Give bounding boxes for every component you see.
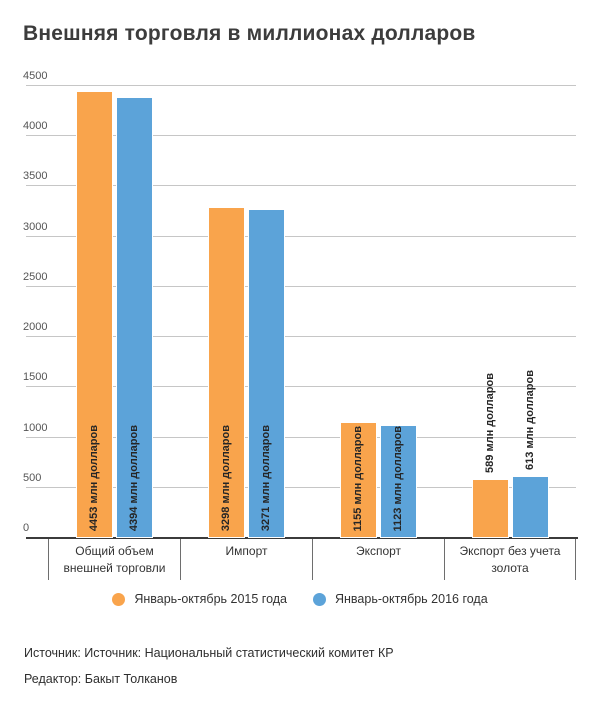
source-text: Источник: Источник: Национальный статист…	[24, 646, 394, 660]
bar-series2-cat3[interactable]	[379, 425, 417, 538]
legend-marker-2015-icon	[112, 592, 126, 606]
y-gridline	[26, 85, 576, 86]
bar-value-label: 1155 млн долларов	[352, 425, 364, 531]
bar-value-label: 3271 млн долларов	[260, 424, 272, 531]
x-category-label: Импорт	[180, 539, 312, 580]
bar-series1-cat3[interactable]	[339, 421, 377, 538]
y-gridline	[26, 235, 576, 237]
legend-label-2016: Январь-октябрь 2016 года	[335, 592, 488, 606]
y-tick-label: 2000	[23, 321, 48, 334]
y-gridline	[26, 486, 576, 488]
bar-series2-cat2[interactable]	[247, 209, 285, 538]
bar-series1-cat1[interactable]	[75, 90, 113, 538]
bar-series2-cat1[interactable]	[115, 96, 153, 538]
y-gridline	[26, 285, 576, 287]
bar-series1-cat4[interactable]	[471, 478, 509, 538]
y-tick-label: 3500	[23, 170, 48, 183]
y-tick-label: 4000	[23, 120, 48, 133]
y-tick-label: 500	[23, 471, 42, 484]
bar-value-label: 589 млн долларов	[484, 372, 496, 473]
bar-series2-cat4[interactable]	[511, 476, 549, 538]
bar-value-label: 3298 млн долларов	[220, 424, 232, 531]
legend-label-2015: Январь-октябрь 2015 года	[134, 592, 287, 606]
legend-marker-2016-icon	[313, 592, 326, 606]
bar-series1-cat2[interactable]	[207, 206, 245, 538]
legend: Январь-октябрь 2015 года Январь-октябрь …	[0, 592, 600, 606]
legend-item-2016[interactable]: Январь-октябрь 2016 года	[313, 592, 488, 606]
y-tick-label: 1500	[23, 371, 48, 384]
legend-item-2015[interactable]: Январь-октябрь 2015 года	[112, 592, 287, 606]
x-category-label: Экспорт без учета золота	[444, 539, 576, 580]
x-category-label: Общий объем внешней торговли	[48, 539, 180, 580]
y-gridline	[26, 185, 576, 187]
y-tick-label: 3000	[23, 220, 48, 233]
bar-value-label: 1123 млн долларов	[392, 425, 404, 531]
y-tick-label: 4500	[23, 70, 48, 82]
bar-value-label: 4453 млн долларов	[88, 424, 100, 531]
y-gridline	[26, 386, 576, 388]
x-axis-line	[26, 537, 578, 539]
chart-title: Внешняя торговля в миллионах долларов	[23, 22, 476, 45]
y-tick-label: 2500	[23, 270, 48, 283]
y-tick-label: 0	[23, 522, 30, 534]
bar-value-label: 613 млн долларов	[524, 370, 536, 471]
y-gridline	[26, 336, 576, 338]
editor-text: Редактор: Бакыт Толканов	[24, 672, 178, 686]
x-category-label: Экспорт	[312, 539, 444, 580]
y-gridline	[26, 436, 576, 438]
y-tick-label: 1000	[23, 421, 48, 434]
bar-value-label: 4394 млн долларов	[128, 424, 140, 531]
y-gridline	[26, 135, 576, 137]
